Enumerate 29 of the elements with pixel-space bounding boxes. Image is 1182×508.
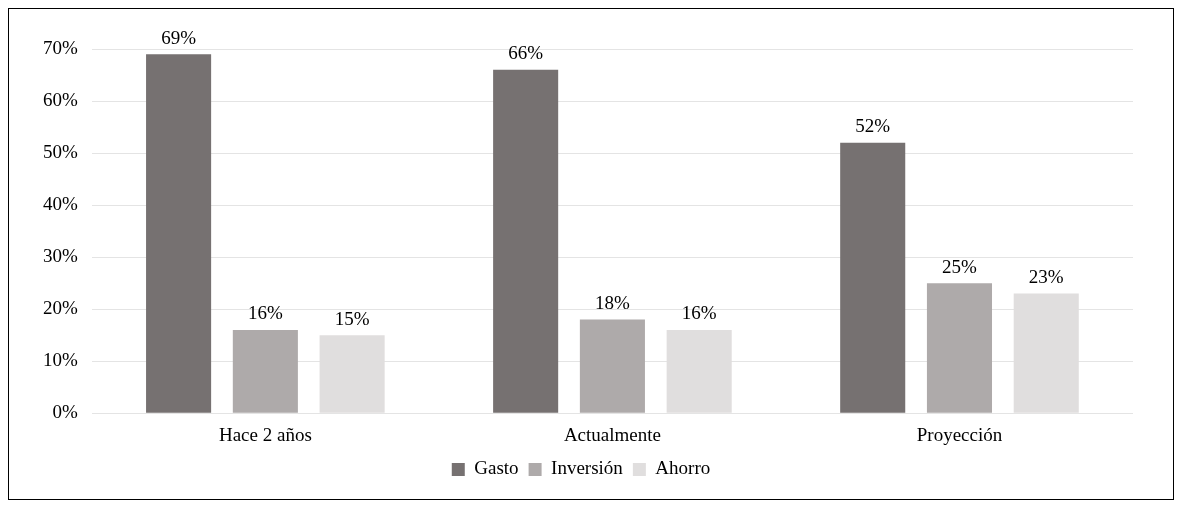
bar (146, 54, 212, 413)
data-label: 69% (161, 26, 197, 48)
y-tick-label: 30% (43, 245, 78, 267)
data-label: 52% (855, 115, 891, 137)
bar (926, 283, 993, 413)
y-tick-label: 20% (43, 297, 78, 319)
y-tick-label: 40% (43, 193, 78, 215)
y-tick-label: 70% (43, 36, 78, 58)
y-tick-label: 60% (43, 89, 78, 111)
legend-label: Ahorro (655, 457, 711, 479)
data-label: 16% (247, 302, 283, 324)
x-tick-label: Hace 2 años (218, 423, 312, 445)
x-tick-label: Actualmente (563, 423, 661, 445)
data-label: 15% (334, 307, 370, 329)
bar (579, 319, 645, 413)
bar (232, 329, 298, 413)
legend-label: Inversión (551, 457, 624, 479)
data-label: 66% (508, 42, 544, 64)
y-tick-label: 50% (43, 141, 78, 163)
y-tick-label: 0% (52, 401, 78, 423)
data-label: 25% (942, 255, 978, 277)
x-tick-label: Proyección (916, 423, 1003, 445)
bar (493, 69, 559, 413)
data-label: 18% (595, 292, 630, 314)
data-label: 16% (681, 302, 717, 324)
bar (840, 142, 906, 413)
legend-label: Gasto (474, 457, 519, 479)
data-label: 23% (1028, 266, 1064, 288)
y-tick-label: 10% (43, 349, 78, 371)
